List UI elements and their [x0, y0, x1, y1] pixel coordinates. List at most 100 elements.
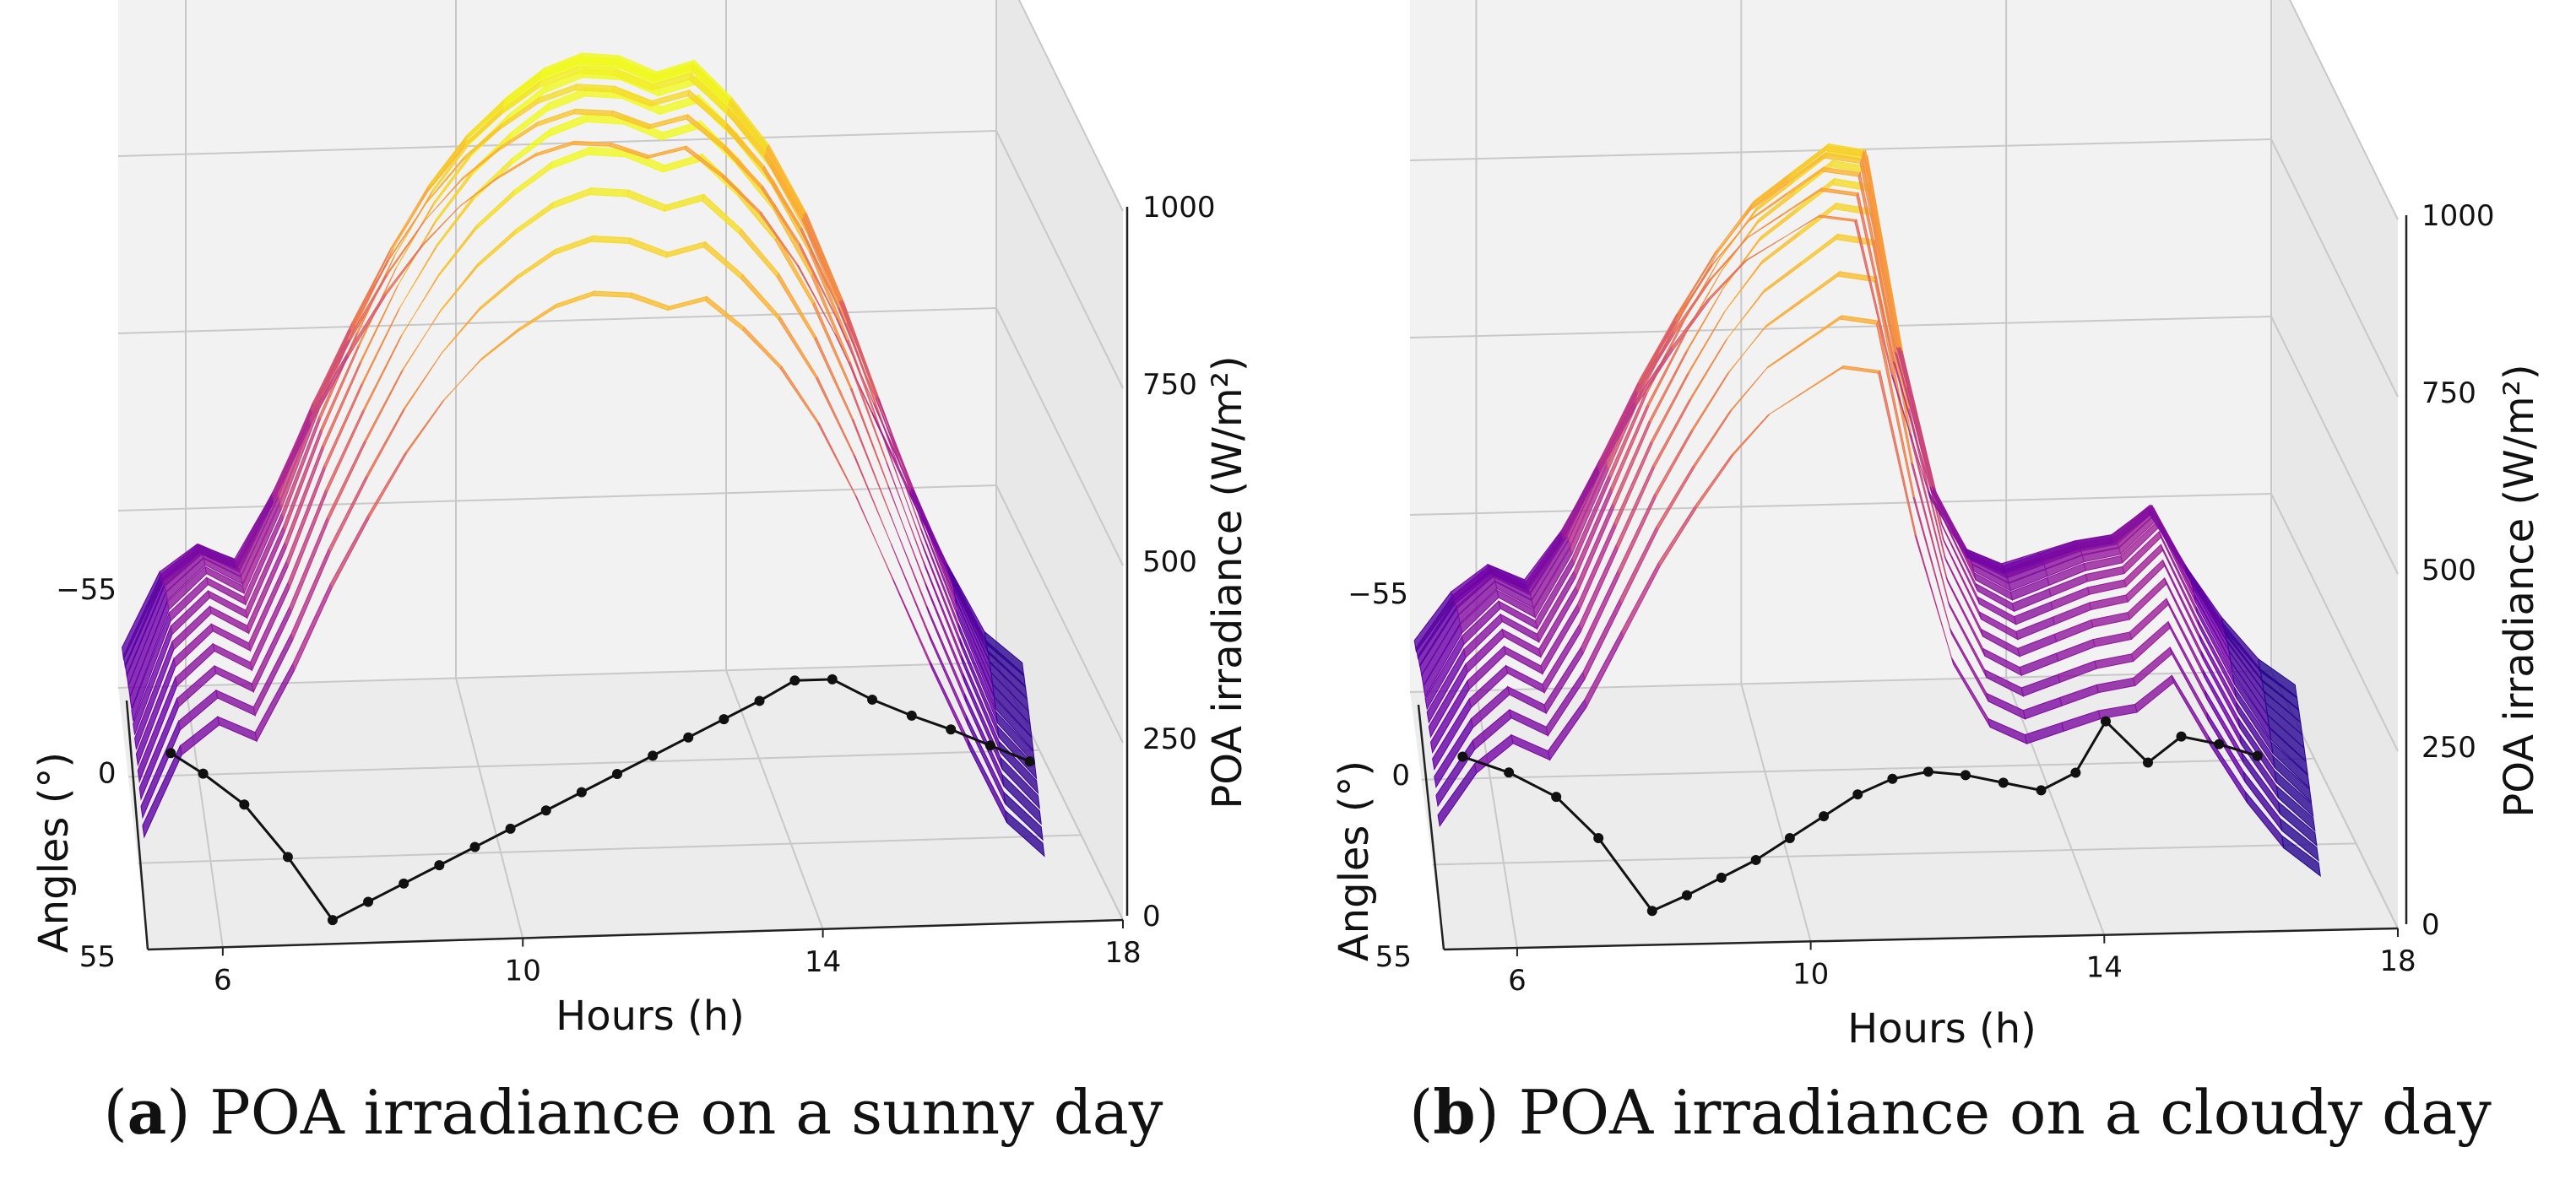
- chart-a-tracking-point: [434, 860, 445, 871]
- chart-a-z-tick-label: 1000: [1142, 191, 1216, 225]
- chart-a-tracking-point: [946, 724, 957, 735]
- chart-b-floor-grid-y: [1421, 757, 2315, 781]
- chart-b-tracking-point: [1457, 751, 1468, 762]
- chart-a-x-tick-label: 10: [505, 955, 541, 988]
- chart-a-tracking-point: [198, 768, 209, 779]
- chart-b-x-tick-label: 14: [2086, 951, 2123, 985]
- chart-b-tracking-point: [1681, 890, 1692, 901]
- chart-b-z-tick-label: 250: [2421, 731, 2476, 765]
- chart-a-floor-grid-x: [455, 678, 524, 939]
- chart-b-y-axis-line: [1417, 704, 1445, 950]
- chart-a-floor-grid-x: [185, 685, 224, 948]
- chart-b-tracking-point: [2070, 767, 2081, 778]
- chart-a-x-tick-label: 14: [805, 945, 841, 979]
- chart-b-surface-patch: [2270, 740, 2311, 790]
- chart-a-x-axis-label: Hours (h): [556, 993, 745, 1040]
- chart-a-x-tick-label: 18: [1104, 936, 1141, 970]
- chart-b-floor-grid-x: [2005, 677, 2106, 936]
- chart-b-svg: 6 10 14 18 −55 0 55 0 250 500 750 1000 Hours (h) Angl…: [1331, 0, 2543, 1052]
- chart-b-tracking-point: [1998, 777, 2009, 788]
- chart-a-tracking-point: [611, 768, 622, 779]
- chart-a-tracking-point: [363, 896, 374, 907]
- chart-b-floor-grid-y: [1432, 842, 2356, 866]
- chart-b-floor-grid-x: [1740, 684, 1812, 942]
- chart-b-wall-grid-z: [1409, 315, 2399, 575]
- caption-b-close: ): [1475, 1077, 1500, 1148]
- chart-a-surface-patch: [984, 630, 1025, 677]
- chart-b-tracking-point: [1646, 906, 1657, 917]
- chart-a-tracking-point: [683, 732, 694, 743]
- chart-a-surface-patch: [995, 710, 1036, 766]
- chart-a-z-tick-label: 250: [1142, 722, 1197, 756]
- chart-b-z-tick-label: 1000: [2421, 199, 2495, 233]
- chart-a-surface-patch: [1000, 755, 1041, 810]
- chart-a-z-tick-label: 0: [1142, 900, 1161, 933]
- chart-a-wall-grid-z: [1017, 0, 1124, 212]
- chart-a-floor-grid-x: [725, 669, 824, 930]
- caption-a-text: POA irradiance on a sunny day: [209, 1077, 1163, 1148]
- chart-b-wall-grid-z: [2289, 0, 2399, 220]
- chart-b-tracking-point: [2142, 757, 2153, 768]
- chart-panel-b: 6 10 14 18 −55 0 55 0 250 500 750 1000 Hours (h) Angl…: [1300, 0, 2576, 1063]
- chart-a-y-axis-label: Angles (°): [30, 752, 78, 953]
- chart-a-side-pane: [996, 0, 1123, 920]
- chart-a-surface-patch: [1004, 809, 1045, 858]
- chart-b-tracking-point: [2176, 731, 2187, 742]
- chart-b-tracking-point: [1716, 872, 1727, 883]
- chart-a-tracking-point: [576, 787, 587, 798]
- chart-a-tracking-point: [165, 748, 176, 759]
- chart-a-tracking-point: [648, 750, 659, 761]
- chart-a-tracking-point: [867, 694, 878, 705]
- caption-b-text: POA irradiance on a cloudy day: [1518, 1077, 2492, 1148]
- chart-b-z-tick-label: 750: [2421, 376, 2476, 410]
- chart-a-tracking-point: [719, 714, 729, 725]
- chart-a-tracking-point: [789, 675, 800, 686]
- chart-a-y-tick-label: −55: [56, 573, 117, 607]
- chart-a-wall-grid-z: [117, 484, 1124, 744]
- chart-b-z-tick-label: 0: [2421, 908, 2440, 942]
- chart-panel-a: 6 10 14 18 −55 0 55 0 250 500 750 1000 Hours (h) Angl…: [0, 0, 1283, 1063]
- chart-b-y-tick-label: −55: [1348, 577, 1408, 611]
- chart-a-tracking-point: [282, 852, 293, 863]
- chart-a-tracking-line: [170, 678, 1031, 923]
- chart-b-surface-patch: [2281, 834, 2321, 878]
- chart-b-back-pane: [1410, 0, 2271, 692]
- caption-a-open: (: [103, 1077, 127, 1148]
- chart-a-z-axis-label: POA irradiance (W/m²): [1204, 355, 1251, 809]
- chart-b-tracking-point: [1784, 833, 1795, 844]
- chart-b-tracking-point: [1923, 766, 1933, 777]
- chart-a-floor-grid-y: [127, 749, 1040, 778]
- chart-a-y-tick-label: 0: [98, 757, 117, 791]
- chart-a-tracking-point: [239, 799, 250, 810]
- caption-b: (b) POA irradiance on a cloudy day: [1402, 1076, 2499, 1177]
- caption-b-letter: b: [1433, 1076, 1476, 1148]
- chart-b-tracking-point: [2214, 739, 2225, 749]
- chart-b-surface-patch: [2274, 769, 2314, 818]
- chart-a-tracking-point: [327, 915, 338, 926]
- chart-b-surface-patch: [2277, 800, 2318, 847]
- chart-b-surface-patch: [2279, 817, 2319, 862]
- chart-b-surface-patch: [2272, 755, 2313, 804]
- chart-a-surface-patch: [993, 696, 1034, 752]
- chart-b-x-axis-label: Hours (h): [1847, 1005, 2036, 1052]
- chart-b-tracking-line: [1462, 719, 2259, 913]
- chart-a-tracking-point: [540, 805, 551, 816]
- chart-a-x-tick-label: 6: [214, 963, 232, 997]
- chart-a-floor-grid-y: [138, 834, 1082, 864]
- chart-b-x-tick-label: 10: [1792, 957, 1829, 991]
- chart-a-surface-patch: [1001, 773, 1042, 825]
- chart-b-z-tick-label: 500: [2421, 554, 2476, 587]
- caption-a-letter: a: [127, 1076, 167, 1148]
- chart-a-z-tick-label: 750: [1142, 368, 1197, 402]
- chart-b-tracking-point: [2036, 785, 2047, 796]
- chart-b-tracking-point: [1819, 811, 1830, 822]
- chart-a-tracking-point: [827, 674, 838, 684]
- caption-a-close: ): [166, 1077, 191, 1148]
- caption-a: (a) POA irradiance on a sunny day: [101, 1076, 1165, 1177]
- chart-b-side-pane: [2271, 0, 2398, 928]
- chart-b-tracking-point: [2100, 716, 2111, 727]
- chart-b-tracking-point: [1852, 789, 1863, 800]
- chart-b-surface-patch: [1730, 413, 1771, 456]
- chart-b-x-tick-label: 6: [1508, 964, 1527, 998]
- chart-a-tracking-point: [469, 841, 480, 852]
